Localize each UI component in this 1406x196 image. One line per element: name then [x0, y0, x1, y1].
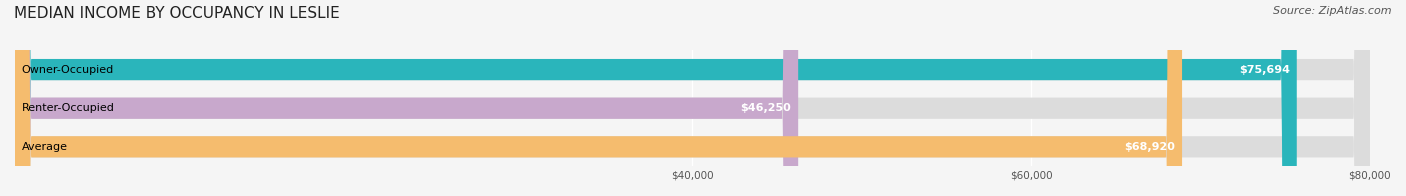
Text: Renter-Occupied: Renter-Occupied — [21, 103, 115, 113]
FancyBboxPatch shape — [15, 0, 1369, 196]
Text: Source: ZipAtlas.com: Source: ZipAtlas.com — [1274, 6, 1392, 16]
FancyBboxPatch shape — [15, 0, 1369, 196]
Text: $46,250: $46,250 — [741, 103, 792, 113]
FancyBboxPatch shape — [15, 0, 1296, 196]
Text: $75,694: $75,694 — [1239, 65, 1289, 75]
FancyBboxPatch shape — [15, 0, 1369, 196]
FancyBboxPatch shape — [15, 0, 1182, 196]
Text: Average: Average — [21, 142, 67, 152]
Text: $68,920: $68,920 — [1125, 142, 1175, 152]
Text: MEDIAN INCOME BY OCCUPANCY IN LESLIE: MEDIAN INCOME BY OCCUPANCY IN LESLIE — [14, 6, 340, 21]
Text: Owner-Occupied: Owner-Occupied — [21, 65, 114, 75]
FancyBboxPatch shape — [15, 0, 799, 196]
